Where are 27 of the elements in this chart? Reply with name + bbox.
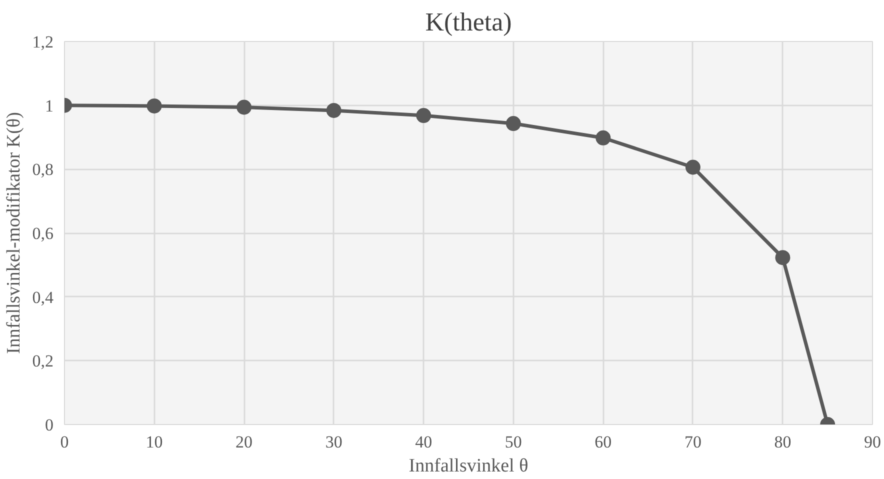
x-tick-label: 10 — [146, 432, 163, 452]
point — [236, 100, 252, 115]
x-tick-label: 70 — [684, 432, 702, 452]
x-tick-label: 20 — [236, 432, 253, 452]
point — [416, 108, 432, 124]
x-tick-label: 40 — [415, 432, 432, 452]
point — [596, 130, 611, 146]
x-tick-label: 30 — [325, 432, 342, 452]
point — [146, 98, 162, 114]
y-tick-label: 0,4 — [32, 288, 54, 307]
chart-title: K(theta) — [425, 8, 512, 36]
y-axis-title: Innfallsvinkel-modifikator K(θ) — [3, 112, 24, 354]
point — [685, 160, 700, 175]
y-tick-label: 1 — [45, 96, 54, 116]
x-tick-label: 0 — [60, 432, 69, 452]
x-tick-label: 50 — [504, 432, 522, 452]
x-axis-title: Innfallsvinkel θ — [408, 456, 528, 476]
y-tick-label: 0,6 — [32, 224, 54, 243]
y-tick-label: 0 — [45, 416, 54, 434]
point — [326, 102, 342, 118]
y-tick-label: 0,2 — [32, 352, 54, 371]
x-tick-label: 80 — [774, 432, 792, 452]
point — [506, 116, 521, 132]
y-tick-label: 0,8 — [32, 160, 54, 180]
x-tick-label: 90 — [864, 432, 881, 452]
y-tick-label: 1,2 — [32, 32, 54, 52]
x-tick-label: 60 — [594, 432, 612, 452]
